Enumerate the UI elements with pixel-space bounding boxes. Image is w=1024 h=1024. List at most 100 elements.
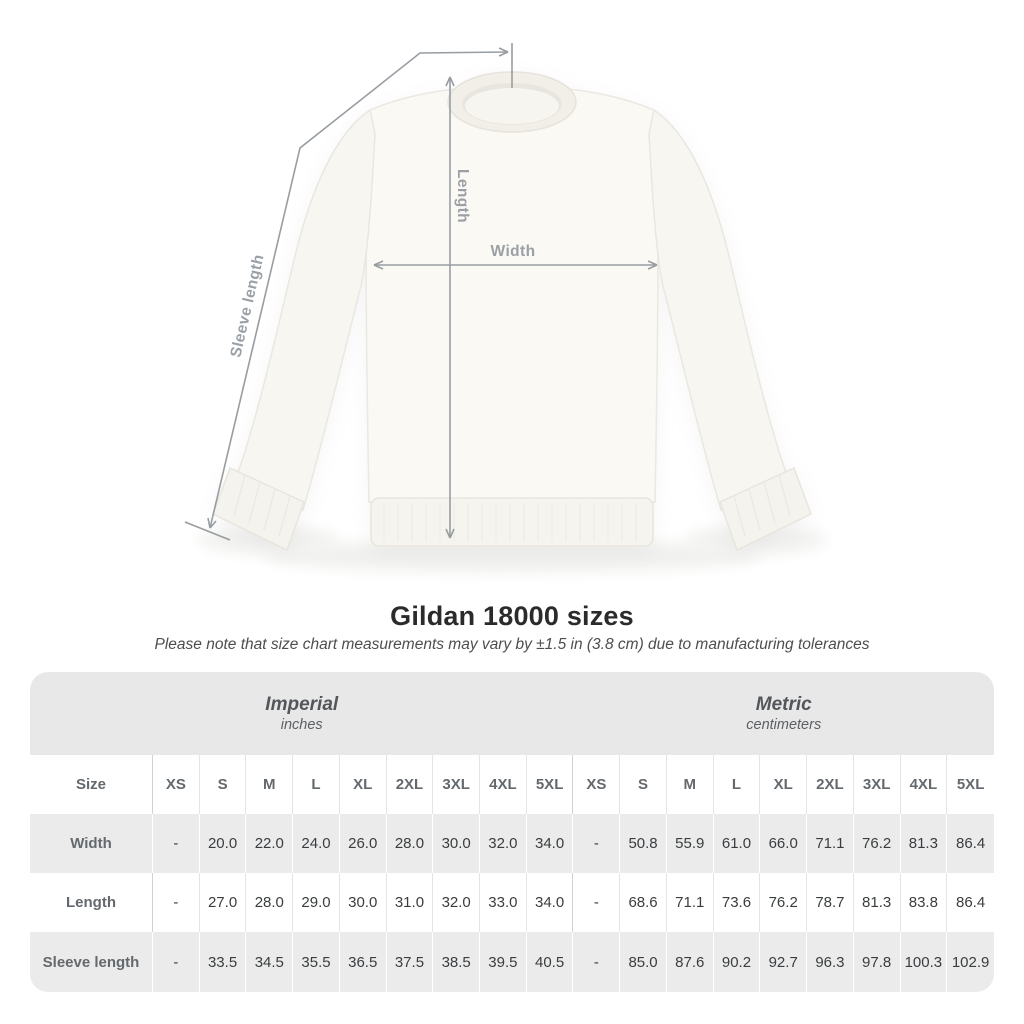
- table-cell: 30.0: [433, 814, 481, 873]
- size-corner-header: Size: [30, 755, 153, 814]
- size-col-header: M: [666, 755, 714, 814]
- table-cell: 68.6: [620, 873, 667, 932]
- table-cell: 31.0: [386, 873, 434, 932]
- table-cell: 73.6: [713, 873, 761, 932]
- table-cell: 96.3: [807, 932, 854, 992]
- table-cell: 33.0: [480, 873, 527, 932]
- table-cell: 26.0: [339, 814, 387, 873]
- left-cuff: [212, 466, 305, 552]
- imperial-band: Imperial inches: [30, 672, 574, 755]
- table-cell: 27.0: [199, 873, 247, 932]
- size-chart-table: Imperial inches Metric centimeters Size …: [30, 672, 994, 992]
- size-col-header: 4XL: [480, 755, 527, 814]
- table-cell: 35.5: [293, 932, 340, 992]
- table-cell: 76.2: [760, 873, 808, 932]
- sleeve-length-label: Sleeve length: [227, 253, 267, 359]
- table-cell: 90.2: [713, 932, 761, 992]
- width-label: Width: [491, 243, 536, 260]
- table-cell: 36.5: [339, 932, 387, 992]
- metric-band: Metric centimeters: [573, 672, 994, 755]
- sleeve-length-row: Sleeve length - 33.5 34.5 35.5 36.5 37.5…: [30, 932, 994, 992]
- sweatshirt-left-sleeve: [235, 108, 376, 512]
- metric-sublabel: centimeters: [746, 717, 822, 734]
- page-subtitle: Please note that size chart measurements…: [154, 636, 870, 653]
- size-col-header: XL: [760, 755, 808, 814]
- size-col-header: XL: [339, 755, 387, 814]
- table-cell: 55.9: [666, 814, 714, 873]
- size-col-header: L: [293, 755, 340, 814]
- sweatshirt-figure: Length Width Sleeve length: [184, 43, 826, 572]
- width-row: Width - 20.0 22.0 24.0 26.0 28.0 30.0 32…: [30, 814, 994, 873]
- sweatshirt-right-sleeve: [648, 108, 789, 512]
- table-cell: 22.0: [246, 814, 294, 873]
- table-cell: 28.0: [246, 873, 294, 932]
- size-col-header: S: [620, 755, 667, 814]
- length-row: Length - 27.0 28.0 29.0 30.0 31.0 32.0 3…: [30, 873, 994, 932]
- size-col-header: L: [713, 755, 761, 814]
- table-cell: 34.0: [526, 814, 574, 873]
- row-label: Sleeve length: [30, 932, 153, 992]
- size-col-header: 3XL: [853, 755, 901, 814]
- table-cell: -: [153, 814, 200, 873]
- metric-label: Metric: [755, 693, 812, 715]
- table-cell: 78.7: [807, 873, 854, 932]
- size-col-header: S: [199, 755, 247, 814]
- table-cell: 29.0: [293, 873, 340, 932]
- table-cell: -: [573, 873, 621, 932]
- table-cell: 92.7: [760, 932, 808, 992]
- table-cell: 34.5: [246, 932, 294, 992]
- unit-band-row: Imperial inches Metric centimeters: [30, 672, 994, 755]
- table-cell: 33.5: [199, 932, 247, 992]
- table-cell: 38.5: [433, 932, 481, 992]
- length-label: Length: [454, 169, 471, 223]
- table-cell: 39.5: [480, 932, 527, 992]
- size-col-header: XS: [153, 755, 200, 814]
- table-cell: 86.4: [947, 873, 994, 932]
- measurement-annotations: [184, 43, 658, 541]
- size-col-header: M: [246, 755, 294, 814]
- size-col-header: 2XL: [807, 755, 854, 814]
- size-col-header: 4XL: [900, 755, 948, 814]
- waistband: [370, 497, 654, 547]
- table-cell: -: [153, 873, 200, 932]
- table-cell: 30.0: [339, 873, 387, 932]
- table-cell: 34.0: [526, 873, 574, 932]
- collar: [447, 71, 577, 133]
- table-cell: 61.0: [713, 814, 761, 873]
- garment-shadow: [262, 540, 762, 572]
- table-cell: 86.4: [947, 814, 994, 873]
- table-cell: 102.9: [947, 932, 994, 992]
- table-cell: 28.0: [386, 814, 434, 873]
- sweatshirt-body: [365, 85, 659, 503]
- table-cell: 32.0: [433, 873, 481, 932]
- table-cell: -: [573, 932, 621, 992]
- sweatshirt-illustration: Length Width Sleeve length: [184, 43, 826, 572]
- table-cell: 81.3: [853, 873, 901, 932]
- right-cuff: [719, 466, 812, 552]
- size-col-header: 5XL: [947, 755, 994, 814]
- table-cell: 32.0: [480, 814, 527, 873]
- page-title: Gildan 18000 sizes: [390, 601, 634, 631]
- table-cell: 85.0: [620, 932, 667, 992]
- length-measure-line: [445, 76, 455, 539]
- size-col-header: XS: [573, 755, 621, 814]
- table-cell: 100.3: [900, 932, 948, 992]
- table-cell: 97.8: [853, 932, 901, 992]
- size-col-header: 3XL: [433, 755, 481, 814]
- table-cell: 40.5: [526, 932, 574, 992]
- imperial-sublabel: inches: [280, 717, 323, 734]
- sleeve-measure-line: [184, 43, 513, 541]
- row-label: Width: [30, 814, 153, 873]
- table-cell: 37.5: [386, 932, 434, 992]
- table-cell: -: [153, 932, 200, 992]
- table-cell: 81.3: [900, 814, 948, 873]
- table-cell: 24.0: [293, 814, 340, 873]
- table-cell: 20.0: [199, 814, 247, 873]
- sweatshirt: [212, 71, 812, 552]
- imperial-label: Imperial: [265, 693, 339, 715]
- table-cell: 76.2: [853, 814, 901, 873]
- size-col-header: 2XL: [386, 755, 434, 814]
- table-cell: 71.1: [807, 814, 854, 873]
- table-cell: -: [573, 814, 621, 873]
